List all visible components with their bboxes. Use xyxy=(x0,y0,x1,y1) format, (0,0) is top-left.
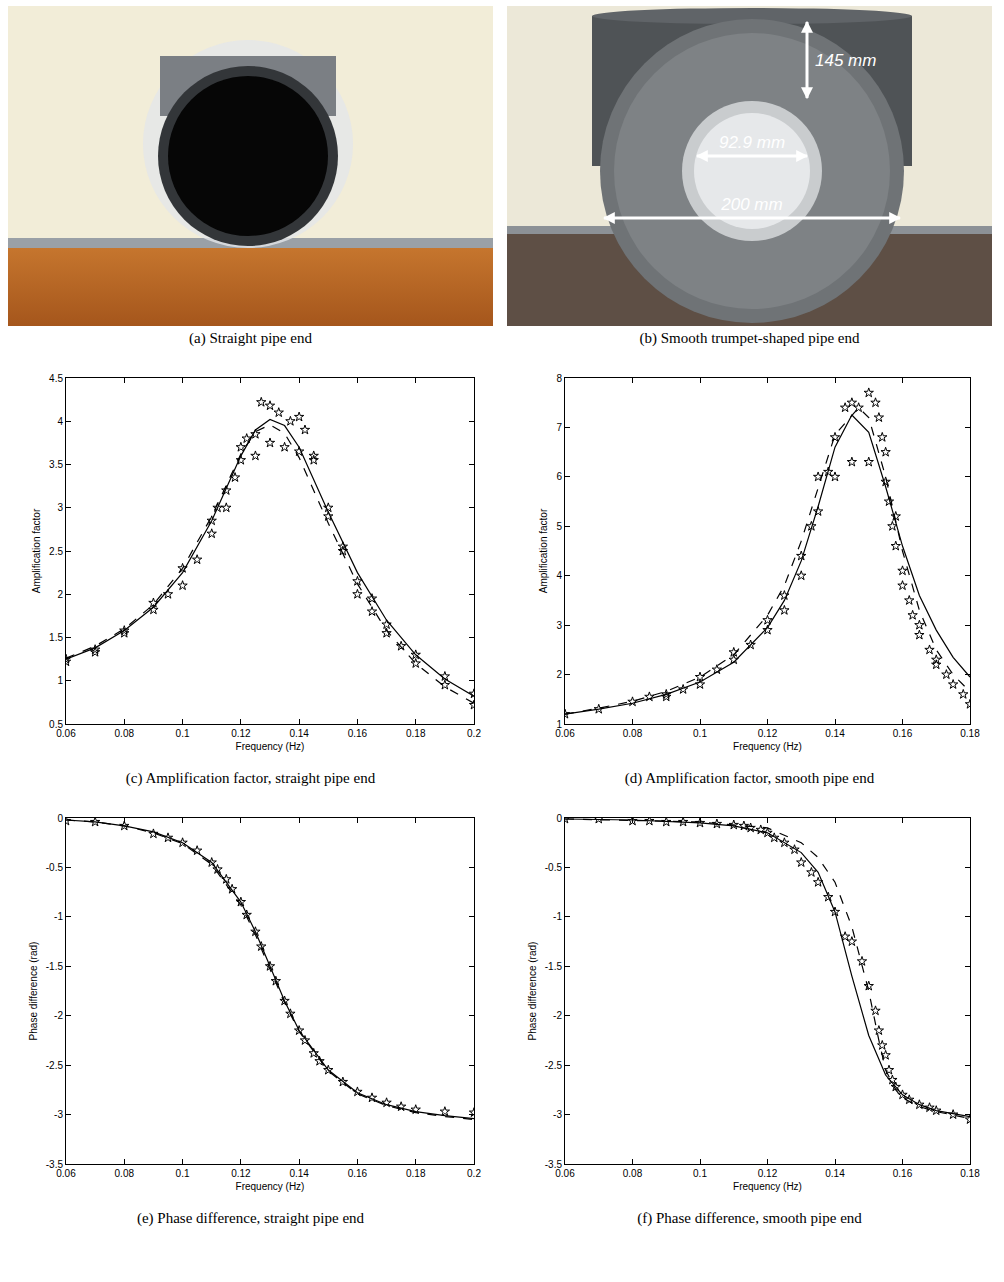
svg-text:2: 2 xyxy=(556,669,562,680)
svg-text:0: 0 xyxy=(556,813,562,824)
svg-text:Frequency (Hz): Frequency (Hz) xyxy=(236,741,305,752)
svg-text:0.16: 0.16 xyxy=(348,728,368,739)
svg-text:-3.5: -3.5 xyxy=(545,1159,563,1170)
svg-text:0.12: 0.12 xyxy=(231,1168,251,1179)
svg-text:0.08: 0.08 xyxy=(623,728,643,739)
svg-text:0.1: 0.1 xyxy=(176,728,190,739)
svg-text:6: 6 xyxy=(556,471,562,482)
svg-text:0.14: 0.14 xyxy=(289,1168,309,1179)
svg-text:0.16: 0.16 xyxy=(893,728,913,739)
svg-text:0.16: 0.16 xyxy=(348,1168,368,1179)
svg-text:0.18: 0.18 xyxy=(406,728,426,739)
svg-text:-3: -3 xyxy=(54,1109,63,1120)
svg-text:0.1: 0.1 xyxy=(693,728,707,739)
html-text:(c) Amplification factor, stra: (c) Amplification factor, straight pipe … xyxy=(125,770,376,786)
html-text:(e) Phase difference, straight: (e) Phase difference, straight pipe end xyxy=(136,1210,365,1226)
svg-text:4: 4 xyxy=(57,416,63,427)
svg-text:0.14: 0.14 xyxy=(289,728,309,739)
svg-text:0.2: 0.2 xyxy=(467,728,481,739)
svg-text:4.5: 4.5 xyxy=(49,373,63,384)
svg-text:200 mm: 200 mm xyxy=(720,195,782,214)
svg-text:0.12: 0.12 xyxy=(231,728,251,739)
svg-text:3: 3 xyxy=(57,502,63,513)
svg-text:-2.5: -2.5 xyxy=(46,1060,64,1071)
svg-text:1: 1 xyxy=(57,675,63,686)
svg-text:-2: -2 xyxy=(553,1010,562,1021)
svg-text:0.16: 0.16 xyxy=(893,1168,913,1179)
svg-text:0.14: 0.14 xyxy=(825,1168,845,1179)
html-text:(a) Straight pipe end: (a) Straight pipe end xyxy=(189,330,312,346)
svg-text:0.06: 0.06 xyxy=(56,1168,76,1179)
svg-text:Phase difference (rad): Phase difference (rad) xyxy=(28,942,39,1041)
svg-text:1.5: 1.5 xyxy=(49,632,63,643)
svg-text:0.5: 0.5 xyxy=(49,719,63,730)
svg-text:1: 1 xyxy=(556,719,562,730)
svg-text:0.18: 0.18 xyxy=(960,728,980,739)
svg-text:0.08: 0.08 xyxy=(115,728,135,739)
svg-text:0.08: 0.08 xyxy=(115,1168,135,1179)
svg-text:-3: -3 xyxy=(553,1109,562,1120)
html-text:(d) Amplification factor, smoo: (d) Amplification factor, smooth pipe en… xyxy=(624,770,875,786)
svg-text:-1.5: -1.5 xyxy=(46,961,64,972)
svg-text:3.5: 3.5 xyxy=(49,459,63,470)
svg-text:92.9 mm: 92.9 mm xyxy=(719,133,785,152)
svg-text:2: 2 xyxy=(57,589,63,600)
svg-text:Frequency (Hz): Frequency (Hz) xyxy=(733,741,802,752)
svg-text:-1.5: -1.5 xyxy=(545,961,563,972)
svg-text:0.12: 0.12 xyxy=(758,728,778,739)
svg-text:4: 4 xyxy=(556,570,562,581)
svg-text:-2.5: -2.5 xyxy=(545,1060,563,1071)
svg-text:Frequency (Hz): Frequency (Hz) xyxy=(236,1181,305,1192)
svg-text:8: 8 xyxy=(556,373,562,384)
svg-text:-1: -1 xyxy=(553,911,562,922)
html-text:(f) Phase difference, smooth p: (f) Phase difference, smooth pipe end xyxy=(637,1210,862,1226)
svg-text:-2: -2 xyxy=(54,1010,63,1021)
svg-text:Amplification factor: Amplification factor xyxy=(31,508,42,593)
svg-text:0.1: 0.1 xyxy=(176,1168,190,1179)
svg-text:0.12: 0.12 xyxy=(758,1168,778,1179)
svg-text:0.18: 0.18 xyxy=(960,1168,980,1179)
svg-text:-1: -1 xyxy=(54,911,63,922)
svg-text:-0.5: -0.5 xyxy=(545,862,563,873)
svg-text:0.06: 0.06 xyxy=(555,728,575,739)
svg-text:5: 5 xyxy=(556,521,562,532)
svg-text:0.06: 0.06 xyxy=(56,728,76,739)
svg-text:0.18: 0.18 xyxy=(406,1168,426,1179)
svg-text:3: 3 xyxy=(556,620,562,631)
svg-text:0.14: 0.14 xyxy=(825,728,845,739)
svg-text:0: 0 xyxy=(57,813,63,824)
svg-text:-3.5: -3.5 xyxy=(46,1159,64,1170)
html-text:(b) Smooth trumpet-shaped pipe: (b) Smooth trumpet-shaped pipe end xyxy=(639,330,860,346)
svg-text:145 mm: 145 mm xyxy=(815,51,876,70)
svg-text:0.1: 0.1 xyxy=(693,1168,707,1179)
svg-text:0.06: 0.06 xyxy=(555,1168,575,1179)
svg-text:-0.5: -0.5 xyxy=(46,862,64,873)
svg-text:0.2: 0.2 xyxy=(467,1168,481,1179)
svg-text:7: 7 xyxy=(556,422,562,433)
svg-text:2.5: 2.5 xyxy=(49,546,63,557)
svg-text:Frequency (Hz): Frequency (Hz) xyxy=(733,1181,802,1192)
svg-text:Phase difference (rad): Phase difference (rad) xyxy=(527,942,538,1041)
svg-text:0.08: 0.08 xyxy=(623,1168,643,1179)
svg-text:Amplification factor: Amplification factor xyxy=(538,508,549,593)
